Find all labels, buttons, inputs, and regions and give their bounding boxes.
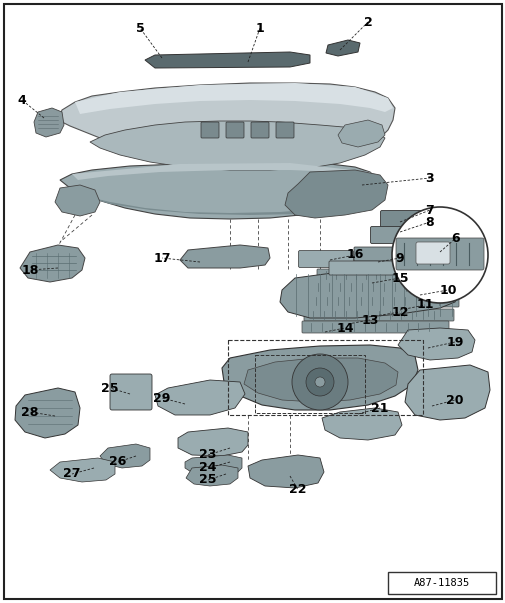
- Text: 13: 13: [361, 314, 378, 326]
- Polygon shape: [145, 52, 310, 68]
- Text: 7: 7: [425, 203, 433, 216]
- FancyBboxPatch shape: [250, 122, 269, 138]
- FancyBboxPatch shape: [275, 122, 293, 138]
- Text: 14: 14: [336, 321, 353, 335]
- FancyBboxPatch shape: [226, 122, 243, 138]
- Polygon shape: [325, 40, 359, 56]
- Circle shape: [291, 354, 347, 410]
- Polygon shape: [321, 408, 401, 440]
- Text: 12: 12: [390, 306, 408, 318]
- FancyBboxPatch shape: [301, 321, 448, 333]
- Circle shape: [315, 377, 324, 387]
- Text: 11: 11: [416, 298, 433, 312]
- Polygon shape: [185, 455, 241, 476]
- Polygon shape: [55, 185, 100, 216]
- Polygon shape: [20, 245, 85, 282]
- Bar: [255, 355, 364, 413]
- FancyBboxPatch shape: [110, 374, 152, 410]
- Polygon shape: [404, 365, 489, 420]
- Polygon shape: [155, 380, 244, 415]
- Text: 29: 29: [153, 391, 170, 405]
- FancyBboxPatch shape: [354, 247, 397, 261]
- Polygon shape: [90, 121, 384, 170]
- FancyBboxPatch shape: [316, 269, 453, 281]
- Text: 24: 24: [199, 461, 216, 475]
- Circle shape: [306, 368, 333, 396]
- Polygon shape: [337, 120, 384, 147]
- Text: 8: 8: [425, 215, 433, 229]
- Polygon shape: [75, 83, 392, 114]
- Text: 5: 5: [135, 22, 144, 34]
- Text: 4: 4: [18, 93, 26, 107]
- Text: 15: 15: [390, 271, 408, 285]
- FancyBboxPatch shape: [298, 250, 353, 268]
- Text: 27: 27: [63, 467, 81, 481]
- FancyBboxPatch shape: [200, 122, 219, 138]
- Circle shape: [391, 207, 487, 303]
- Text: 28: 28: [21, 405, 38, 418]
- Polygon shape: [34, 108, 64, 137]
- Polygon shape: [186, 465, 237, 486]
- Text: 21: 21: [371, 402, 388, 414]
- Polygon shape: [58, 83, 394, 165]
- Polygon shape: [100, 444, 149, 468]
- Text: 26: 26: [109, 455, 126, 469]
- Polygon shape: [72, 163, 374, 180]
- Text: 18: 18: [21, 264, 38, 277]
- Text: 25: 25: [199, 473, 216, 487]
- Text: 23: 23: [199, 449, 216, 461]
- Polygon shape: [60, 163, 377, 219]
- Text: 9: 9: [395, 251, 403, 265]
- FancyBboxPatch shape: [307, 295, 458, 307]
- FancyBboxPatch shape: [370, 227, 421, 244]
- Polygon shape: [50, 458, 115, 482]
- FancyBboxPatch shape: [415, 242, 449, 264]
- Polygon shape: [279, 270, 459, 318]
- Text: 1: 1: [255, 22, 264, 34]
- FancyBboxPatch shape: [380, 210, 435, 227]
- Polygon shape: [180, 245, 270, 268]
- Polygon shape: [247, 455, 323, 488]
- Text: 2: 2: [363, 16, 372, 28]
- FancyBboxPatch shape: [395, 238, 483, 270]
- Polygon shape: [243, 358, 397, 402]
- Text: 17: 17: [153, 251, 170, 265]
- Text: 22: 22: [289, 484, 306, 496]
- Text: 6: 6: [451, 232, 460, 244]
- FancyBboxPatch shape: [328, 261, 410, 275]
- Text: 20: 20: [445, 394, 463, 406]
- Text: 19: 19: [445, 335, 463, 349]
- Polygon shape: [80, 192, 369, 215]
- Text: 25: 25: [101, 382, 119, 394]
- Text: 16: 16: [345, 248, 363, 262]
- FancyBboxPatch shape: [309, 281, 458, 293]
- Text: 10: 10: [438, 283, 456, 297]
- Bar: [387, 572, 495, 594]
- Polygon shape: [397, 328, 474, 360]
- Text: A87-11835: A87-11835: [413, 578, 469, 588]
- Text: 3: 3: [425, 171, 433, 185]
- Polygon shape: [222, 345, 417, 410]
- FancyBboxPatch shape: [304, 309, 453, 321]
- Polygon shape: [284, 170, 387, 218]
- Bar: [228, 340, 422, 415]
- Polygon shape: [178, 428, 247, 456]
- Polygon shape: [15, 388, 80, 438]
